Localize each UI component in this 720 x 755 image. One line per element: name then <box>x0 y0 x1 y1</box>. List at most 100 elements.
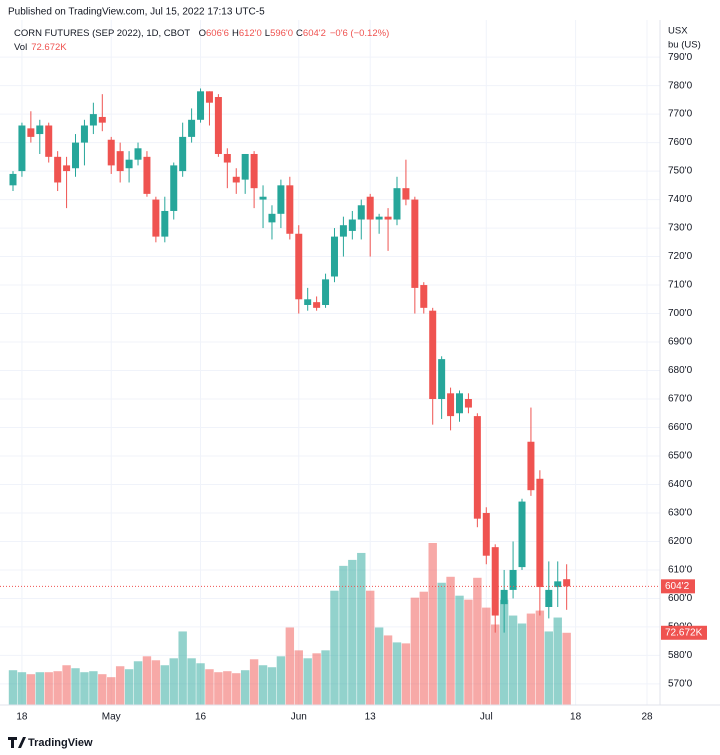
y-tick-label: 680'0 <box>668 365 693 376</box>
candle-body <box>527 441 535 491</box>
volume-bar <box>187 658 196 705</box>
candle-body <box>63 165 71 172</box>
y-tick-label: 750'0 <box>668 166 693 177</box>
volume-bar <box>321 650 330 705</box>
volume-title: Vol <box>14 42 27 53</box>
candle-body <box>295 233 303 300</box>
volume-bar <box>410 597 420 705</box>
volume-bar <box>312 653 321 705</box>
volume-bar <box>267 667 277 705</box>
candle-body <box>45 125 53 157</box>
volume-bar <box>80 672 89 705</box>
ohlc-value: 606'6 <box>206 28 229 39</box>
volume-bar <box>535 610 545 705</box>
change: −0'6 (−0.12%) <box>330 28 389 39</box>
volume-bar <box>214 672 223 705</box>
volume-bar <box>499 599 509 705</box>
candle-body <box>89 114 97 126</box>
candle-body <box>72 142 80 169</box>
x-tick-label: Jun <box>291 712 307 723</box>
candle-body <box>18 125 26 172</box>
volume-bar <box>178 631 187 705</box>
volume-bar <box>276 656 286 705</box>
y-tick-label: 630'0 <box>668 508 693 519</box>
volume-bar <box>508 615 518 705</box>
candle-body <box>188 119 196 137</box>
candle-body <box>402 188 410 200</box>
x-tick-label: 18 <box>570 712 582 723</box>
candle-body <box>375 216 383 220</box>
candle-body <box>411 199 419 288</box>
candle-body <box>161 210 169 237</box>
candle-body <box>268 213 276 223</box>
volume-bar <box>124 669 134 705</box>
last-price-label: 604'2 <box>665 581 690 592</box>
y-tick-label: 760'0 <box>668 137 693 148</box>
volume-bar <box>133 661 143 705</box>
volume-bar <box>26 674 36 705</box>
y-tick-label: 720'0 <box>668 251 693 262</box>
y-tick-label: 780'0 <box>668 80 693 91</box>
y-tick-label: 570'0 <box>668 679 693 690</box>
volume-bar <box>348 559 357 705</box>
candle-body <box>429 310 437 400</box>
ohlc-value: 596'0 <box>270 28 293 39</box>
ohlc-value: 604'2 <box>303 28 326 39</box>
candle-body <box>152 199 160 237</box>
candle-body <box>536 478 544 588</box>
grid <box>0 20 660 705</box>
candle-body <box>197 91 205 120</box>
candle-body <box>384 216 392 220</box>
candle-body <box>125 159 133 169</box>
candle-body <box>456 393 463 414</box>
candle-body <box>205 91 213 103</box>
y-tick-label: 700'0 <box>668 308 693 319</box>
x-tick-label: 16 <box>195 712 207 723</box>
ohlc-key: H <box>232 28 239 39</box>
y-tick-label: 650'0 <box>668 451 693 462</box>
volume-bar <box>240 670 250 705</box>
candle-body <box>241 153 249 180</box>
candle-body <box>27 128 35 137</box>
volume-bar <box>223 671 232 705</box>
candle-body <box>277 185 285 214</box>
volume-bar <box>553 617 562 705</box>
volume-bar <box>446 576 455 705</box>
candle-body <box>357 205 365 220</box>
volume-bar <box>205 669 214 705</box>
x-tick-label: May <box>102 712 121 723</box>
candle-body <box>509 569 517 590</box>
candle-body <box>366 196 374 220</box>
candle-body <box>518 501 526 568</box>
x-tick-label: Jul <box>480 712 493 723</box>
volume-tag <box>661 625 707 640</box>
y-tick-label: 640'0 <box>668 479 693 490</box>
volume-bar <box>517 623 527 705</box>
ohlc-key: C <box>296 28 303 39</box>
volume-bar <box>437 582 446 705</box>
y-tick-label: 740'0 <box>668 194 693 205</box>
candle-body <box>259 196 267 200</box>
candle-body <box>9 173 17 186</box>
candle-body <box>348 219 356 231</box>
y-tick-label: 620'0 <box>668 536 693 547</box>
volume-bar <box>89 671 98 705</box>
volume-bar <box>8 670 18 705</box>
volume-bar <box>249 659 259 705</box>
candle-body <box>170 165 178 211</box>
candle-body <box>545 589 553 607</box>
x-tick-label: 18 <box>16 712 28 723</box>
y-tick-label: 690'0 <box>668 337 693 348</box>
volume-bar <box>464 599 473 705</box>
y-tick-label: 770'0 <box>668 109 693 120</box>
volume-bar <box>455 595 464 705</box>
volume-bar <box>374 627 384 705</box>
volume-bar <box>196 663 205 705</box>
volume-bar <box>169 658 178 705</box>
candle-body <box>313 302 321 308</box>
volume-bar <box>473 577 482 705</box>
candle-body <box>339 225 347 237</box>
y-tick-label: 790'0 <box>668 52 693 63</box>
volume-bar <box>562 632 571 705</box>
